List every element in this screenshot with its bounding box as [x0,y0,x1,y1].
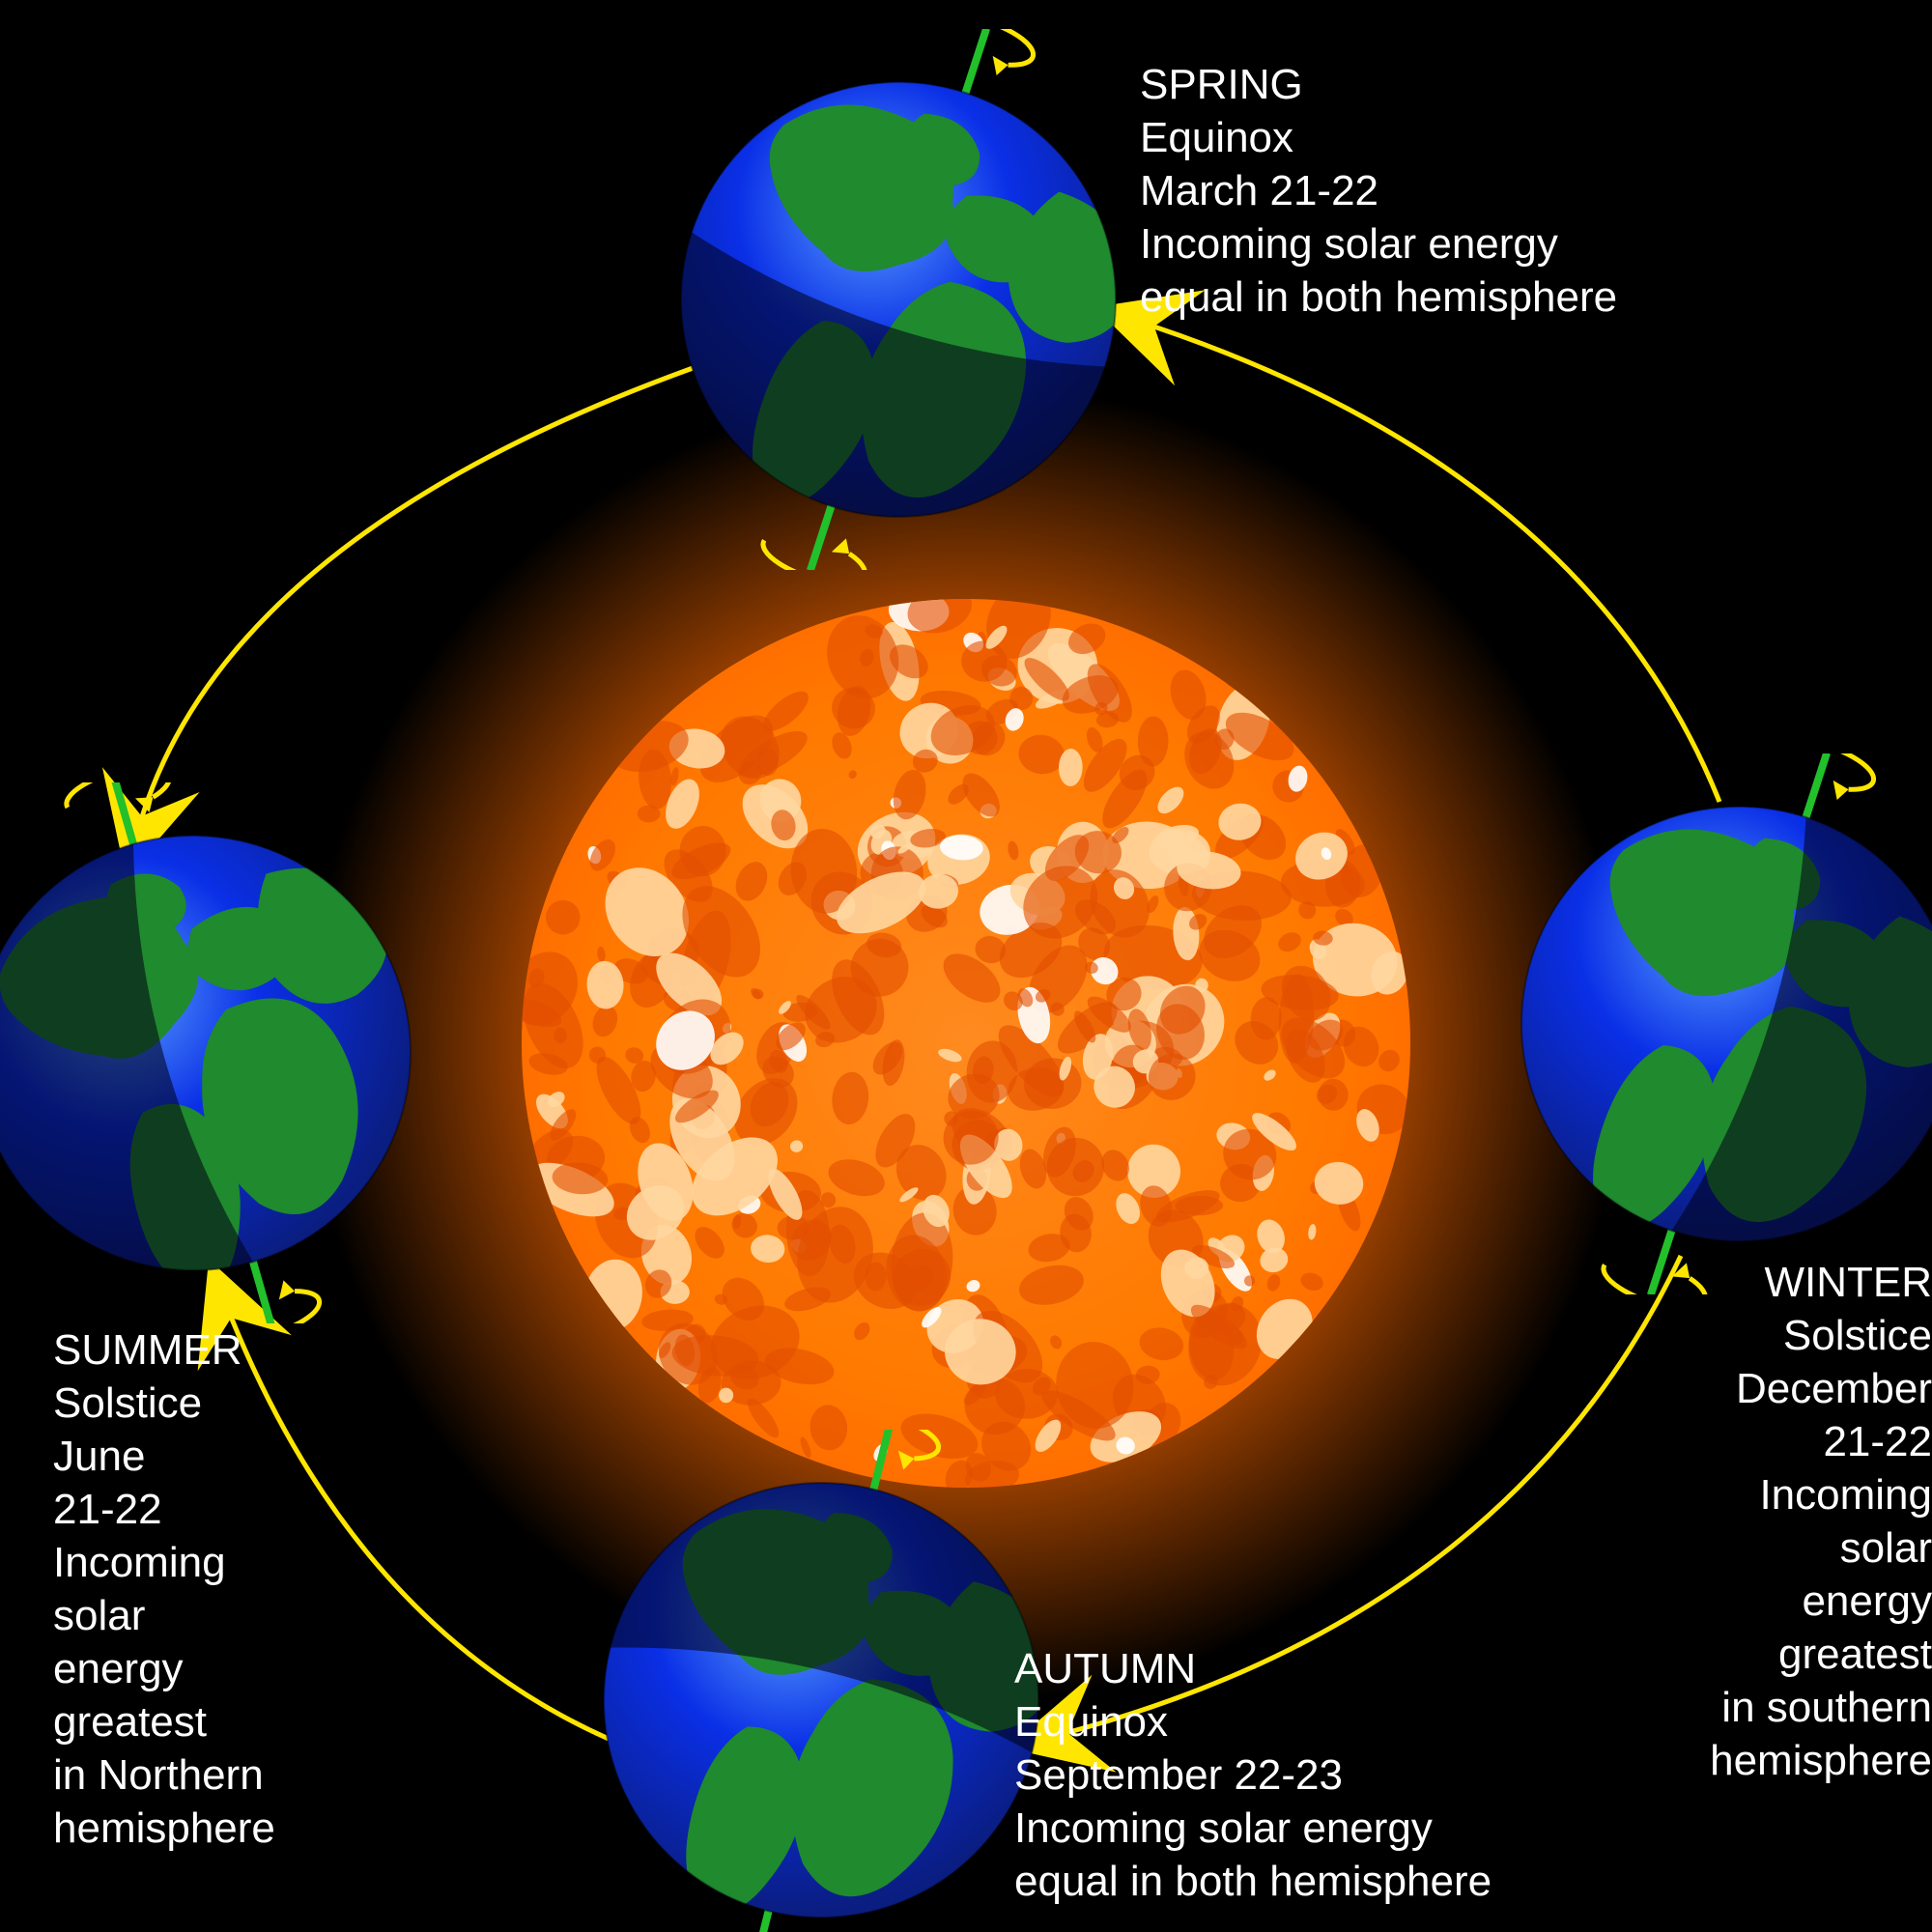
label-spring: SPRING Equinox March 21-22 Incoming sola… [1140,58,1874,324]
seasons-diagram: SPRING Equinox March 21-22 Incoming sola… [0,0,1932,1932]
orbit-arc-spring-summer [135,367,696,840]
earth-autumn [551,1430,1092,1932]
earth-winter [1468,753,1932,1294]
earth-summer [0,782,464,1323]
earth-spring [628,29,1169,570]
label-winter: WINTER Solstice December 21-22 Incoming … [1662,1256,1932,1787]
orbit-arc-winter-spring [1130,319,1719,802]
label-summer: SUMMER Solstice June 21-22 Incoming sola… [53,1323,343,1855]
label-autumn: AUTUMN Equinox September 22-23 Incoming … [1014,1642,1748,1908]
